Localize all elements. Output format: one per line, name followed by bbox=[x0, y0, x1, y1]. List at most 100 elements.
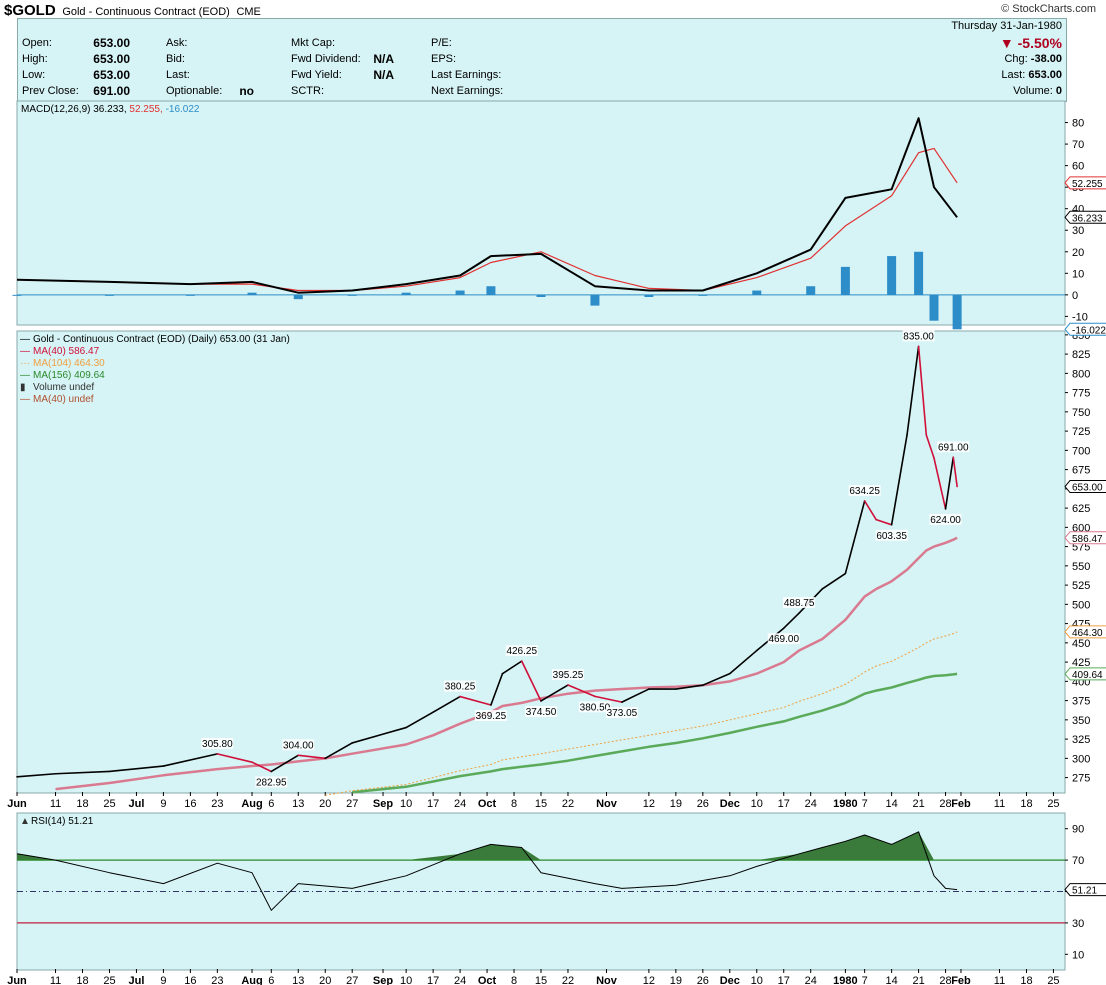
rsi-x-tick-label: Feb bbox=[951, 975, 971, 985]
price-x-tick-label: Nov bbox=[596, 798, 618, 810]
price-x-tick-label: 24 bbox=[454, 798, 466, 810]
macd-y-tick-label: 30 bbox=[1072, 225, 1084, 237]
price-legend-entry: Volume undef bbox=[33, 382, 94, 393]
price-y-tick-label: 700 bbox=[1072, 445, 1090, 457]
price-x-tick-label: 24 bbox=[805, 798, 817, 810]
rsi-x-tick-label: 20 bbox=[319, 975, 331, 985]
price-segment bbox=[933, 457, 947, 510]
price-segment bbox=[702, 672, 731, 687]
rsi-x-tick-label: 10 bbox=[400, 975, 412, 985]
macd-histogram-bar bbox=[247, 292, 257, 295]
ma40-tag-box bbox=[1064, 531, 1106, 545]
price-legend-swatch: — bbox=[20, 334, 30, 345]
price-x-tick-label: Aug bbox=[241, 798, 262, 810]
macd-hist-tag-box bbox=[1064, 322, 1106, 336]
price-x-tick-label: 15 bbox=[535, 798, 547, 810]
macd-y-tick-label: 20 bbox=[1072, 247, 1084, 259]
price-y-tick-label: 550 bbox=[1072, 561, 1090, 573]
price-y-tick-label: 825 bbox=[1072, 349, 1090, 361]
price-segment bbox=[906, 345, 920, 436]
price-y-tick-label: 575 bbox=[1072, 542, 1090, 554]
mkt-cap-label: Mkt Cap: bbox=[291, 37, 336, 49]
rsi-x-tick-label: Aug bbox=[241, 975, 262, 985]
rsi-x-tick-label: Dec bbox=[720, 975, 740, 985]
rsi-x-tick-label: 23 bbox=[211, 975, 223, 985]
ma40-tag: 586.47 bbox=[1072, 534, 1103, 545]
sctr-label: SCTR: bbox=[291, 85, 324, 97]
price-segment bbox=[216, 753, 253, 764]
quote-date: Thursday 31-Jan-1980 bbox=[951, 20, 1062, 32]
macd-histogram-bar bbox=[590, 294, 600, 306]
macd-histogram-bar bbox=[752, 290, 762, 295]
volume-label: Volume: bbox=[1013, 85, 1053, 97]
price-segment bbox=[917, 345, 928, 436]
ma104-tag: 464.30 bbox=[1072, 628, 1103, 639]
symbol: $GOLD bbox=[4, 2, 56, 19]
rsi-y-tick-label: 30 bbox=[1072, 918, 1084, 930]
price-y-tick-label: 525 bbox=[1072, 580, 1090, 592]
price-y-tick-label: 325 bbox=[1072, 734, 1090, 746]
price-legend-entry: MA(156) 409.64 bbox=[33, 370, 105, 381]
fwd-yield-label: Fwd Yield: bbox=[291, 69, 342, 81]
next-earnings-label: Next Earnings: bbox=[431, 85, 504, 97]
macd-signal-line bbox=[16, 147, 958, 292]
change-percent: ▼ -5.50% bbox=[999, 35, 1062, 51]
price-legend-swatch: — bbox=[20, 346, 30, 357]
rsi-x-tick-label: 28 bbox=[939, 975, 951, 985]
price-annotation: 380.50 bbox=[580, 702, 611, 713]
price-annotation-bg bbox=[578, 701, 611, 713]
rsi-x-tick-label: Jul bbox=[128, 975, 144, 985]
macd-histogram-bar bbox=[887, 256, 897, 295]
rsi-x-tick-label: 21 bbox=[912, 975, 924, 985]
price-annotation: 634.25 bbox=[849, 486, 880, 497]
macd-y-tick-label: 60 bbox=[1072, 161, 1084, 173]
price-annotation-bg bbox=[282, 739, 315, 751]
price-annotation-bg bbox=[505, 645, 538, 657]
price-x-tick-label: 18 bbox=[76, 798, 88, 810]
prev-close-label: Prev Close: bbox=[22, 85, 79, 97]
price-x-tick-label: 11 bbox=[50, 798, 61, 810]
price-annotation: 488.75 bbox=[784, 598, 815, 609]
price-y-tick-label: 775 bbox=[1072, 388, 1090, 400]
price-annotation: 469.00 bbox=[768, 634, 799, 645]
rsi-x-tick-label: 13 bbox=[292, 975, 304, 985]
volume-value: 0 bbox=[1055, 85, 1062, 97]
rsi-x-tick-label: 8 bbox=[511, 975, 517, 985]
price-y-tick-label: 300 bbox=[1072, 753, 1090, 765]
macd-line bbox=[16, 117, 958, 294]
open-label: Open: bbox=[22, 37, 52, 49]
rsi-x-tick-label: 17 bbox=[427, 975, 439, 985]
price-x-tick-label: 28 bbox=[939, 798, 951, 810]
price-annotation-bg bbox=[767, 633, 800, 645]
price-x-tick-label: 7 bbox=[862, 798, 868, 810]
chart-title: $GOLD Gold - Continuous Contract (EOD) C… bbox=[4, 2, 261, 19]
fwd-dividend-value: N/A bbox=[373, 52, 394, 66]
price-annotation: 305.80 bbox=[202, 739, 233, 750]
price-x-tick-label: 10 bbox=[400, 798, 412, 810]
price-annotation: 691.00 bbox=[938, 442, 969, 453]
price-segment bbox=[324, 742, 354, 760]
price-legend-swatch: — bbox=[20, 394, 30, 405]
price-x-tick-label: 20 bbox=[319, 798, 331, 810]
macd-panel-bg bbox=[16, 100, 1066, 326]
price-y-tick-label: 350 bbox=[1072, 715, 1090, 727]
price-x-tick-label: 17 bbox=[427, 798, 439, 810]
brand-watermark: © StockCharts.com bbox=[1001, 3, 1096, 15]
last-price-value: 653.00 bbox=[1028, 69, 1062, 81]
price-segment bbox=[621, 688, 650, 703]
price-y-tick-label: 425 bbox=[1072, 657, 1090, 669]
price-annotation-bg bbox=[783, 597, 816, 609]
price-legend-entry: MA(104) 464.30 bbox=[33, 358, 105, 369]
price-segment bbox=[944, 456, 955, 510]
price-segment bbox=[297, 754, 327, 760]
price-x-tick-label: Jul bbox=[128, 798, 144, 810]
rsi-x-tick-label: 11 bbox=[994, 975, 1005, 985]
rsi-x-tick-label: 14 bbox=[885, 975, 897, 985]
price-x-tick-label: 23 bbox=[211, 798, 223, 810]
rsi-x-tick-label: 17 bbox=[778, 975, 790, 985]
rsi-x-tick-label: 22 bbox=[562, 975, 574, 985]
macd-hist-tag: -16.022 bbox=[1072, 325, 1106, 336]
high-value: 653.00 bbox=[93, 52, 130, 66]
price-segment bbox=[890, 434, 908, 526]
